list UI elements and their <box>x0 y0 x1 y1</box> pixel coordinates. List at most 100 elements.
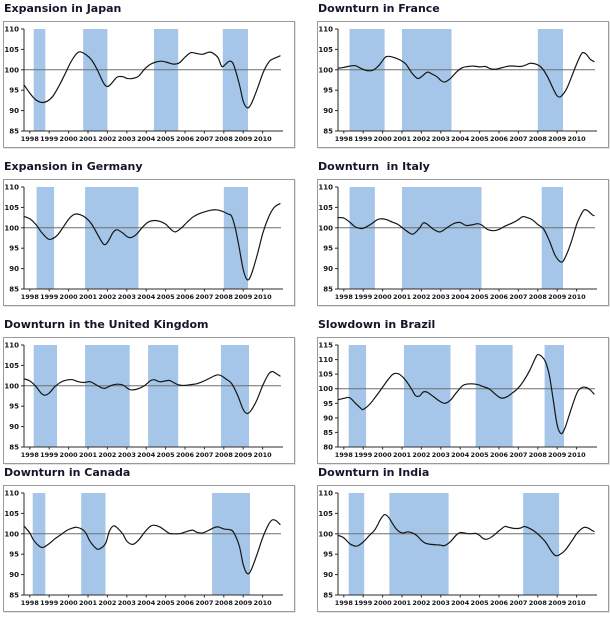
x-tick-label: 2003 <box>118 135 136 143</box>
cli-series-line <box>337 353 595 435</box>
y-tick-label: 110 <box>4 490 19 498</box>
x-tick-label: 1999 <box>40 293 59 301</box>
x-tick-label: 1998 <box>21 451 40 459</box>
recession-band <box>475 345 513 447</box>
x-tick-label: 2005 <box>471 293 490 301</box>
x-tick-label: 2004 <box>451 451 470 459</box>
chart-box-canada: 85 90 95 100 105 110 1998 1999 2000 2001 2002 2003 2… <box>3 485 295 612</box>
x-tick-label: 2006 <box>490 293 509 301</box>
recession-band <box>403 345 451 447</box>
x-tick-label: 2001 <box>79 451 98 459</box>
y-tick-label: 105 <box>318 510 333 518</box>
x-tick-label: 2000 <box>374 135 393 143</box>
recession-band <box>36 187 55 289</box>
y-tick-label: 105 <box>318 204 333 212</box>
chart-title-france: Downturn in France <box>318 2 440 15</box>
y-tick-label: 85 <box>9 444 19 452</box>
y-tick-label: 105 <box>4 362 19 370</box>
x-tick-label: 2005 <box>157 293 176 301</box>
recession-band <box>523 493 560 595</box>
chart-title-germany: Expansion in Germany <box>4 160 143 173</box>
x-tick-label: 2004 <box>451 599 470 607</box>
x-tick-label: 2009 <box>548 293 567 301</box>
y-tick-label: 100 <box>4 530 19 538</box>
chart-cell-united-kingdom: Downturn in the United Kingdom 85 90 95 100… <box>3 318 295 464</box>
x-tick-label: 2009 <box>234 451 253 459</box>
chart-cell-brazil: Slowdown in Brazil 80 85 90 95 100 105 110 115 1… <box>317 318 609 464</box>
x-tick-label: 2007 <box>195 293 213 301</box>
x-tick-label: 2002 <box>98 451 116 459</box>
y-tick-label: 95 <box>323 245 333 253</box>
y-tick-label: 105 <box>4 510 19 518</box>
y-tick-label: 110 <box>318 490 333 498</box>
x-tick-label: 1999 <box>354 599 373 607</box>
y-tick-label: 90 <box>9 423 19 431</box>
x-tick-label: 2009 <box>548 135 567 143</box>
x-tick-label: 1998 <box>335 293 354 301</box>
x-tick-label: 2003 <box>432 451 450 459</box>
x-tick-label: 2005 <box>157 135 176 143</box>
y-tick-label: 95 <box>9 245 19 253</box>
recession-band <box>537 29 563 131</box>
chart-title-canada: Downturn in Canada <box>4 466 131 479</box>
x-tick-label: 2002 <box>412 451 430 459</box>
y-tick-label: 85 <box>9 286 19 294</box>
y-tick-label: 100 <box>4 224 19 232</box>
x-tick-label: 2010 <box>568 135 587 143</box>
x-tick-label: 2003 <box>118 293 136 301</box>
recession-band <box>544 345 564 447</box>
x-tick-label: 2008 <box>215 451 234 459</box>
x-tick-label: 2003 <box>118 599 136 607</box>
x-tick-label: 2010 <box>568 451 587 459</box>
x-tick-label: 1998 <box>21 293 40 301</box>
x-tick-label: 2000 <box>374 451 393 459</box>
x-tick-label: 1999 <box>40 135 59 143</box>
y-tick-label: 85 <box>323 592 333 600</box>
x-tick-label: 2010 <box>254 293 273 301</box>
recession-band <box>83 29 108 131</box>
x-tick-label: 1998 <box>21 135 40 143</box>
recession-band <box>33 29 46 131</box>
x-tick-label: 2007 <box>195 599 213 607</box>
x-tick-label: 2007 <box>509 135 527 143</box>
y-tick-label: 105 <box>4 204 19 212</box>
chart-box-japan: 85 90 95 100 105 110 1998 1999 2000 2001 2002 2003 2… <box>3 21 295 148</box>
x-tick-label: 2003 <box>432 599 450 607</box>
chart-title-italy: Downturn in Italy <box>318 160 430 173</box>
cli-series-line <box>337 208 595 263</box>
x-tick-label: 2006 <box>176 451 195 459</box>
y-tick-label: 90 <box>323 414 333 422</box>
recession-band <box>541 187 563 289</box>
y-tick-label: 90 <box>323 265 333 273</box>
x-tick-label: 2008 <box>529 451 548 459</box>
recession-band <box>402 29 452 131</box>
x-tick-label: 2007 <box>195 451 213 459</box>
cli-series-line <box>23 519 281 575</box>
x-tick-label: 2008 <box>529 135 548 143</box>
y-tick-label: 100 <box>4 382 19 390</box>
x-tick-label: 2001 <box>393 599 412 607</box>
y-tick-label: 110 <box>4 184 19 192</box>
recession-band <box>220 345 249 447</box>
recession-band <box>154 29 179 131</box>
chart-box-brazil: 80 85 90 95 100 105 110 115 1998 1999 2000 2001 2002… <box>317 337 609 464</box>
cli-series-line <box>337 51 595 98</box>
x-tick-label: 2010 <box>254 451 273 459</box>
chart-cell-italy: Downturn in Italy 85 90 95 100 105 110 1998 199… <box>317 160 609 306</box>
chart-cell-germany: Expansion in Germany 85 90 95 100 105 110 1998… <box>3 160 295 306</box>
y-tick-label: 90 <box>323 107 333 115</box>
x-tick-label: 1999 <box>354 451 373 459</box>
chart-box-italy: 85 90 95 100 105 110 1998 1999 2000 2001 2002 2003 2… <box>317 179 609 306</box>
x-tick-label: 2009 <box>548 451 567 459</box>
x-tick-label: 2001 <box>79 135 98 143</box>
y-tick-label: 85 <box>323 429 333 437</box>
x-tick-label: 2005 <box>471 451 490 459</box>
chart-title-japan: Expansion in Japan <box>4 2 122 15</box>
x-tick-label: 1998 <box>21 599 40 607</box>
recession-band <box>81 493 106 595</box>
y-tick-label: 85 <box>9 592 19 600</box>
x-tick-label: 2008 <box>529 599 548 607</box>
